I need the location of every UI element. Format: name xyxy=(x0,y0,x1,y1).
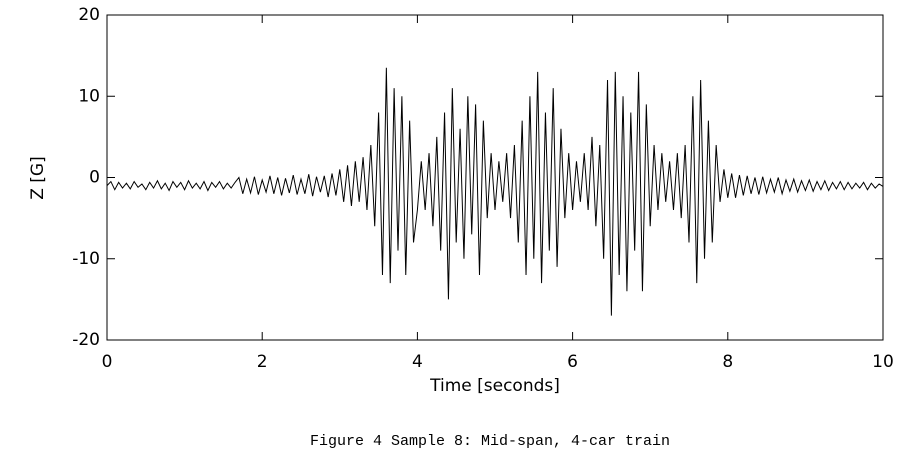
x-tick-label: 4 xyxy=(412,352,423,372)
y-axis-label: Z [G] xyxy=(28,156,48,200)
caption: Figure 4 Sample 8: Mid-span, 4-car train xyxy=(310,433,670,450)
y-tick-label: -20 xyxy=(72,330,100,350)
signal-line xyxy=(106,67,884,316)
y-tick-label: 10 xyxy=(78,86,100,106)
x-tick-label: 8 xyxy=(722,352,733,372)
x-tick-label: 6 xyxy=(567,352,578,372)
y-tick-label: -10 xyxy=(72,249,100,269)
y-tick-label: 20 xyxy=(78,5,100,25)
x-axis-label: Time [seconds] xyxy=(429,376,560,396)
x-tick-label: 10 xyxy=(872,352,894,372)
y-tick-label: 0 xyxy=(89,168,100,188)
plot-frame xyxy=(106,14,884,341)
x-tick-label: 0 xyxy=(102,352,113,372)
x-tick-label: 2 xyxy=(257,352,268,372)
